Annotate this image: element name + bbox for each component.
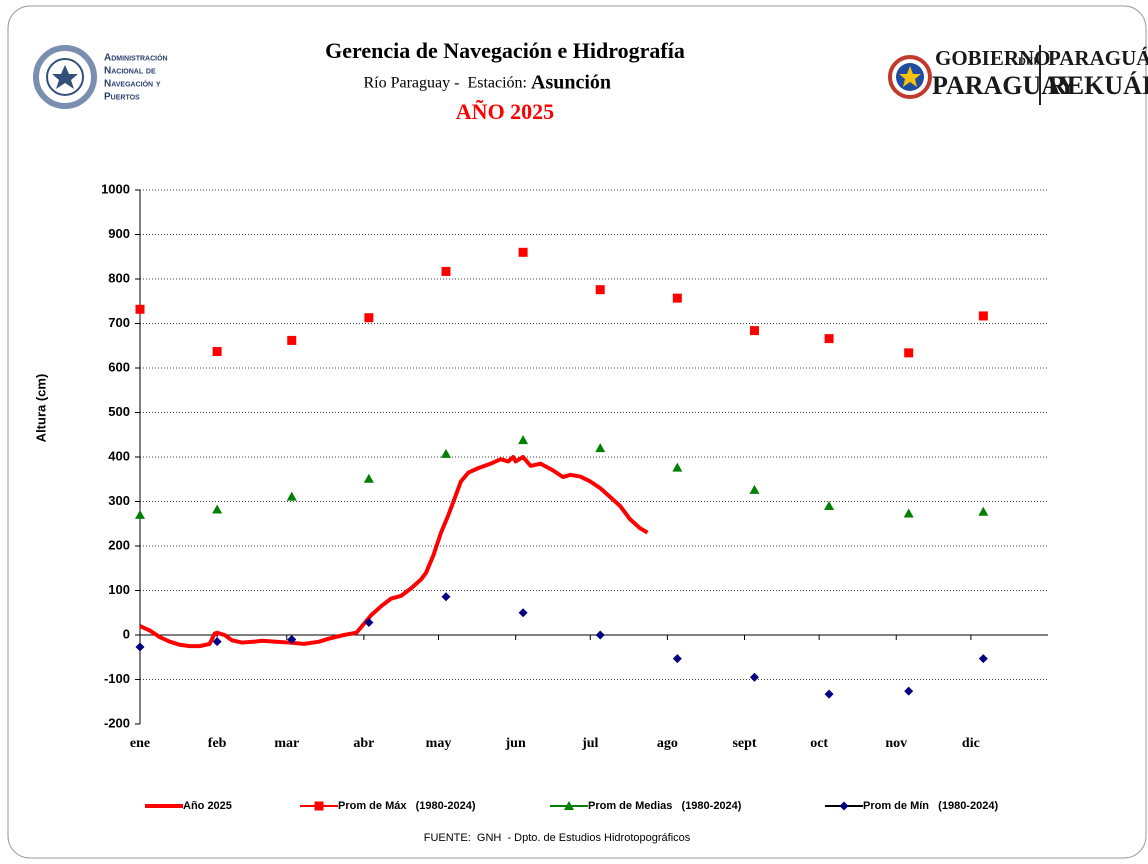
x-tick-label: jul [581, 736, 598, 751]
legend-label: Prom de Máx (1980-2024) [338, 800, 476, 812]
data-point [212, 347, 222, 357]
right-logo-text: GOBIERNO [935, 46, 1051, 70]
legend-label: Prom de Mín (1980-2024) [863, 800, 998, 812]
y-tick-label: 400 [108, 448, 130, 463]
x-tick-label: may [426, 736, 452, 751]
x-tick-label: ago [657, 736, 678, 751]
x-tick-label: sept [732, 736, 756, 751]
x-tick-label: jun [505, 736, 526, 751]
data-point [287, 335, 297, 345]
data-point [364, 618, 374, 628]
data-point [441, 592, 451, 602]
right-logo-text: REKUÁI [1048, 71, 1148, 100]
year: AÑO 2025 [456, 99, 554, 124]
data-point [904, 348, 914, 358]
title: Gerencia de Navegación e Hidrografía [325, 38, 685, 63]
y-tick-label: 1000 [101, 181, 130, 196]
legend-label: Prom de Medias (1980-2024) [588, 800, 742, 812]
y-tick-label: 100 [108, 582, 130, 597]
y-axis-label: Altura (cm) [33, 374, 48, 443]
data-point [978, 311, 988, 321]
data-point [212, 637, 222, 647]
x-tick-label: mar [274, 736, 299, 751]
data-line [139, 455, 649, 649]
data-point [286, 491, 297, 501]
left-logo-text: Puertos [104, 92, 140, 103]
data-point [749, 484, 760, 494]
x-tick-label: feb [208, 736, 227, 751]
subtitle: Río Paraguay - Estación: [363, 75, 527, 92]
x-tick-label: oct [810, 736, 828, 751]
data-point [287, 634, 297, 644]
data-point [824, 689, 834, 699]
data-point [749, 326, 759, 336]
y-tick-label: 300 [108, 493, 130, 508]
data-point [749, 672, 759, 682]
y-tick-label: 700 [108, 315, 130, 330]
y-tick-label: 500 [108, 404, 130, 419]
right-logo-text: DEL [1018, 56, 1041, 68]
y-tick-label: 900 [108, 226, 130, 241]
right-logo-text: PARAGUÁI [1048, 46, 1148, 70]
data-point [978, 654, 988, 664]
data-point [904, 686, 914, 696]
right-logo-text: PARAGUAY [932, 71, 1077, 100]
left-logo-text: Administración [104, 53, 168, 64]
slide-border [7, 5, 1147, 859]
right-logo [888, 45, 1041, 105]
x-tick-label: abr [353, 736, 374, 751]
data-point [440, 448, 451, 458]
data-point [595, 630, 605, 640]
data-point [672, 462, 683, 472]
y-tick-label: 0 [123, 626, 130, 641]
data-point [518, 247, 528, 257]
data-point [212, 504, 223, 514]
x-tick-label: ene [130, 736, 150, 751]
data-point [518, 608, 528, 618]
y-tick-label: 600 [108, 359, 130, 374]
data-point [135, 304, 145, 314]
y-tick-label: -100 [104, 671, 130, 686]
y-tick-label: -200 [104, 715, 130, 730]
left-logo-text: Nacional de [104, 66, 156, 77]
left-logo-text: Navegación y [104, 79, 161, 90]
x-tick-label: nov [885, 736, 907, 751]
data-point [518, 435, 529, 445]
legend-marker [564, 801, 574, 810]
data-point [364, 313, 374, 323]
left-logo [33, 45, 97, 109]
legend-label: Año 2025 [183, 800, 232, 812]
y-tick-label: 800 [108, 270, 130, 285]
source: FUENTE: GNH - Dpto. de Estudios Hidrotop… [424, 832, 691, 844]
x-tick-label: dic [962, 736, 980, 751]
data-point [363, 473, 374, 483]
data-point [135, 509, 145, 519]
data-point [672, 293, 682, 303]
data-point [978, 506, 989, 516]
station: Asunción [531, 72, 611, 94]
data-point [824, 500, 835, 510]
data-point [135, 642, 145, 652]
legend-marker [839, 801, 849, 811]
legend-marker [314, 801, 324, 811]
data-point [903, 508, 914, 518]
data-point [824, 334, 834, 344]
data-point [441, 266, 451, 276]
data-point [672, 654, 682, 664]
y-tick-label: 200 [108, 537, 130, 552]
data-point [595, 285, 605, 295]
data-point [595, 443, 606, 453]
